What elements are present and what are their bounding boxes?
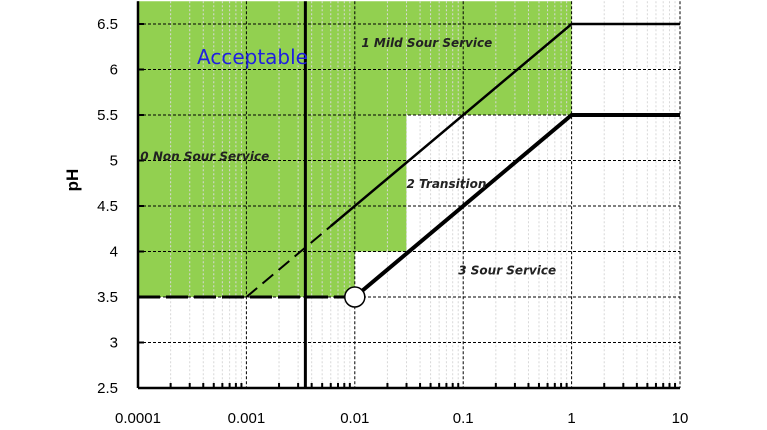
y-tick-label: 3 [110,335,118,352]
region-label: 1 Mild Sour Service [361,36,492,50]
y-tick-label: 2.5 [97,380,118,397]
y-tick-label: 6.5 [97,16,118,33]
x-tick-label: 10 [672,410,689,427]
acceptable-label: Acceptable [197,45,308,69]
y-tick-label: 3.5 [97,289,118,306]
x-tick-label: 0.01 [340,410,369,427]
boundary-line-sour [353,113,680,299]
y-axis-label: pH [63,169,82,192]
y-tick-label: 6 [110,62,118,79]
region-label: 2 Transition [407,177,487,191]
x-tick-label: 1 [567,410,575,427]
boundary-line-dashed [245,225,332,298]
y-tick-label: 4.5 [97,198,118,215]
open-circle-marker [344,286,366,308]
region-label: 3 Sour Service [458,263,556,277]
boundary-line-mild-sour [329,22,680,228]
y-tick-label: 5.5 [97,107,118,124]
y-tick-label: 4 [110,244,118,261]
region-label: 0 Non Sour Service [140,150,269,164]
x-tick-label: 0.001 [228,410,266,427]
y-tick-label: 5 [110,153,118,170]
x-tick-label: 0.1 [453,410,474,427]
x-tick-label: 0.0001 [115,410,161,427]
